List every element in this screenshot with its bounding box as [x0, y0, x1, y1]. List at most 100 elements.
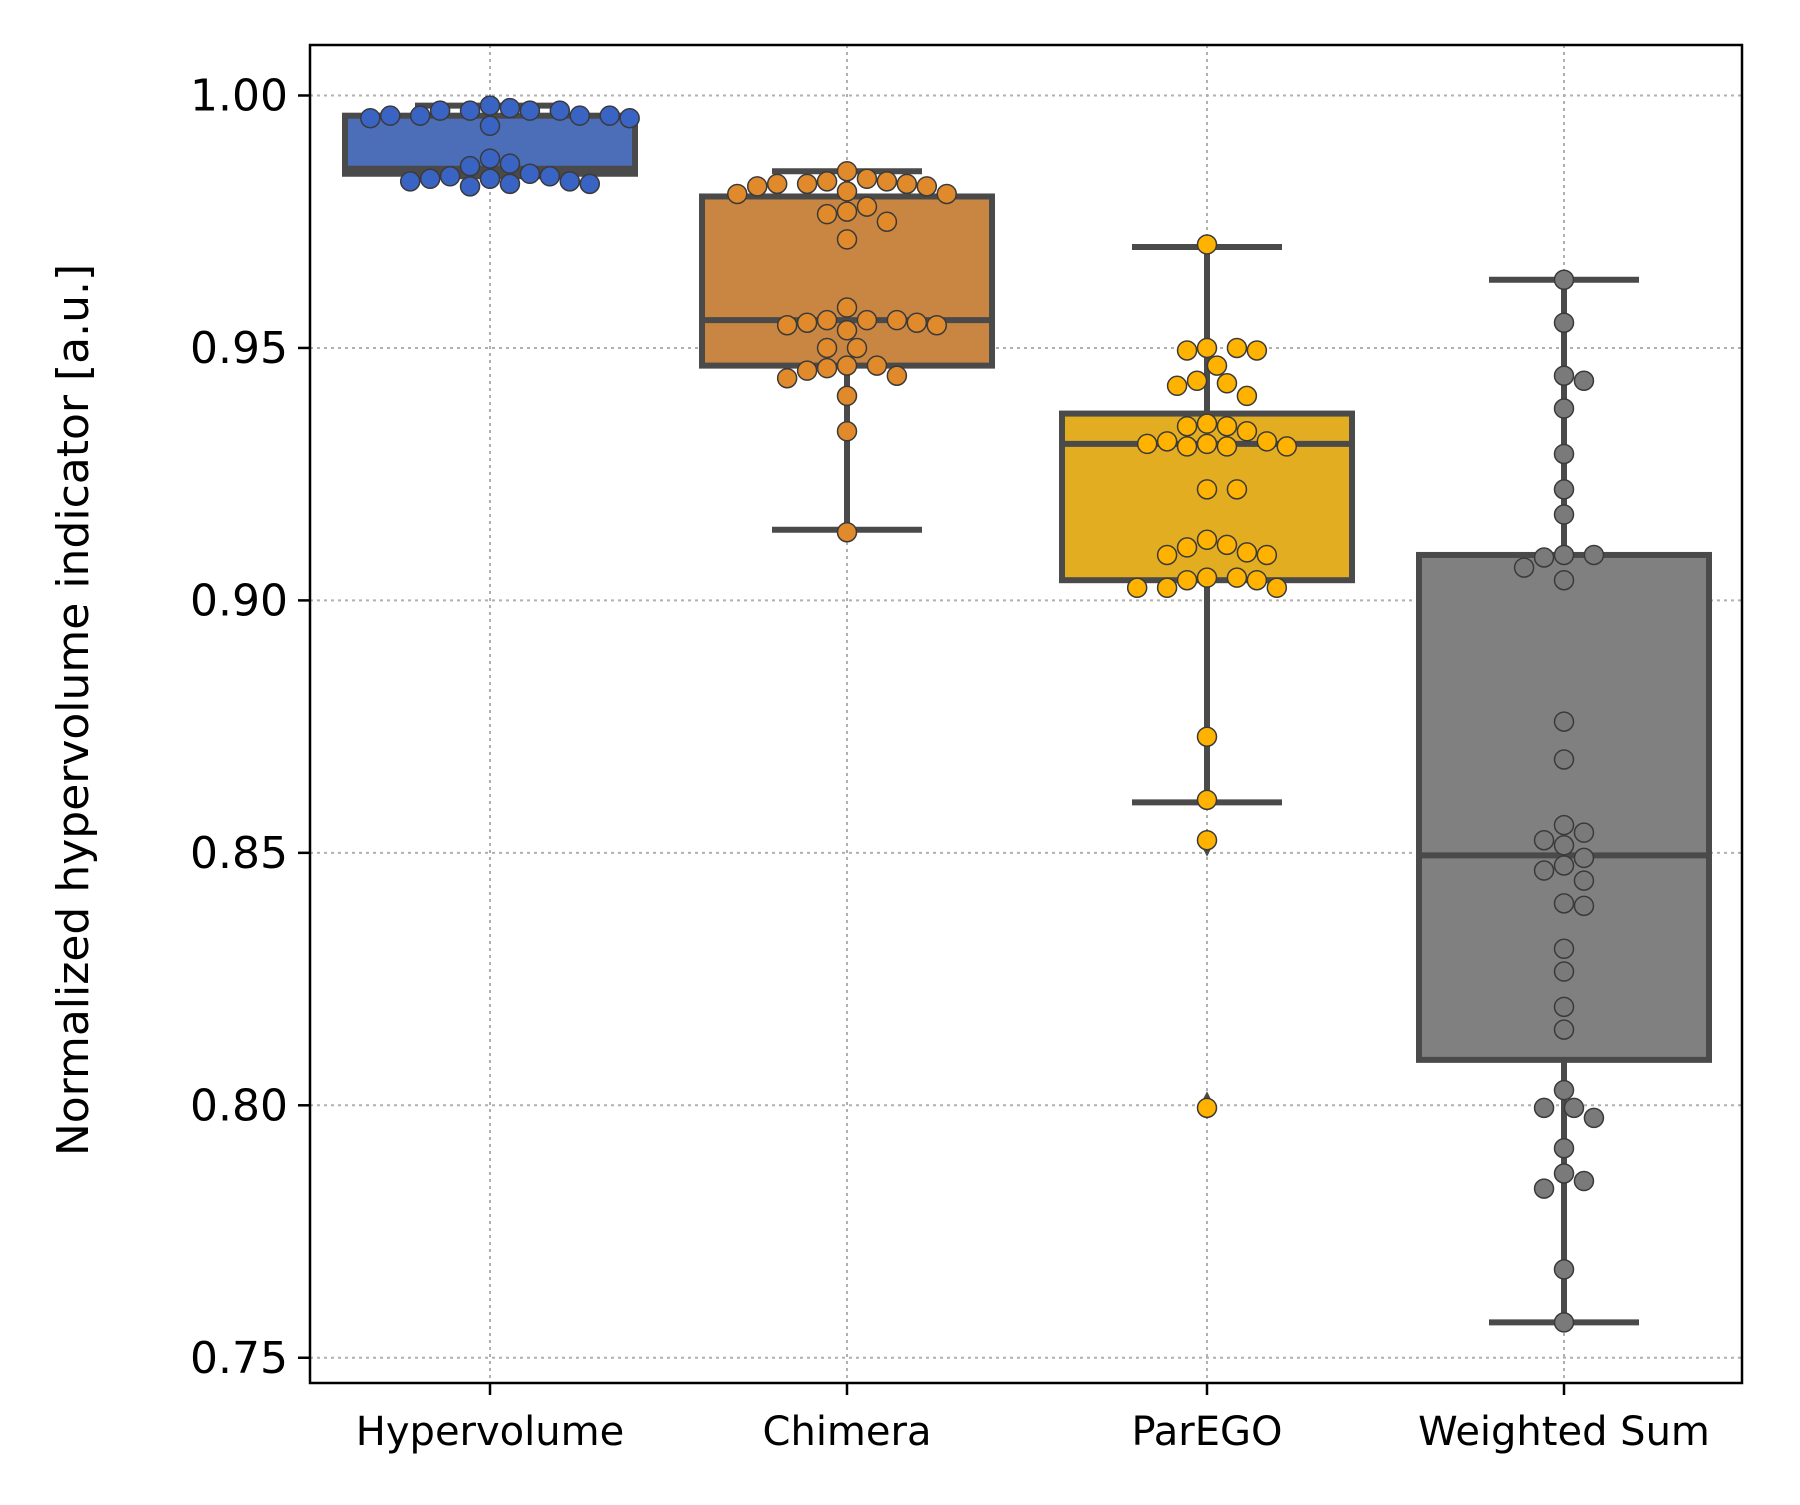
data-point: [1553, 569, 1575, 591]
data-point: [1553, 835, 1575, 856]
data-point: [1196, 567, 1218, 588]
data-point: [539, 166, 561, 187]
data-point: [1533, 547, 1555, 568]
data-point: [1533, 1178, 1555, 1199]
data-point: [1533, 860, 1555, 881]
data-point: [1236, 421, 1258, 442]
data-point: [1156, 577, 1178, 599]
data-point: [1226, 567, 1248, 588]
data-point: [836, 229, 858, 250]
data-point: [796, 173, 818, 195]
data-point: [1186, 370, 1208, 392]
data-point: [816, 309, 838, 331]
data-point: [439, 166, 461, 187]
data-point: [1246, 340, 1268, 361]
data-point: [1553, 443, 1575, 465]
data-point: [459, 155, 481, 177]
x-tick-label: Hypervolume: [356, 1409, 624, 1455]
data-point: [816, 171, 838, 192]
data-point: [746, 176, 768, 197]
data-point: [1196, 413, 1218, 434]
data-point: [499, 173, 521, 195]
data-point: [796, 312, 818, 333]
plot-frame: [308, 43, 1744, 1385]
data-point: [360, 107, 381, 129]
data-point: [916, 176, 938, 197]
data-point: [479, 148, 501, 169]
data-point: [519, 163, 541, 185]
data-point: [1553, 814, 1575, 836]
data-point: [1583, 544, 1605, 566]
data-point: [1553, 544, 1575, 566]
data-point: [1196, 337, 1218, 359]
data-point: [766, 173, 788, 195]
swarm-points: [360, 95, 1605, 1333]
data-point: [499, 97, 521, 119]
data-point: [1583, 1107, 1605, 1129]
y-tick-label: 0.80: [190, 1080, 288, 1131]
data-point: [1553, 398, 1575, 419]
data-point: [1236, 542, 1258, 563]
data-point: [1553, 1019, 1575, 1040]
data-point: [816, 203, 838, 225]
data-point: [886, 365, 908, 386]
y-tick-label: 0.90: [190, 575, 288, 626]
data-point: [1563, 1097, 1585, 1119]
data-point: [569, 105, 591, 126]
data-point: [1216, 415, 1238, 437]
data-point: [419, 168, 441, 190]
data-point: [727, 183, 748, 205]
data-point: [1196, 726, 1218, 747]
data-point: [409, 105, 431, 126]
data-point: [1553, 504, 1575, 525]
data-point: [936, 183, 957, 205]
data-point: [856, 168, 878, 190]
data-point: [1256, 544, 1278, 566]
data-point: [549, 100, 571, 121]
data-point: [1553, 365, 1575, 386]
data-point: [1553, 749, 1575, 770]
data-point: [399, 171, 421, 192]
data-point: [1573, 370, 1595, 392]
box-group-chimera: [699, 168, 995, 533]
data-point: [776, 314, 798, 336]
data-point: [836, 201, 858, 222]
data-point: [1166, 375, 1188, 397]
data-point: [836, 297, 858, 318]
data-point: [1126, 577, 1148, 599]
data-point: [1553, 479, 1575, 500]
data-point: [1256, 431, 1278, 452]
data-point: [1226, 479, 1248, 500]
data-point: [836, 160, 858, 182]
data-point: [619, 107, 640, 129]
data-point: [836, 355, 858, 376]
data-point: [1553, 996, 1575, 1018]
data-point: [836, 385, 858, 407]
data-point: [1226, 337, 1248, 359]
data-point: [1176, 537, 1198, 558]
data-point: [479, 168, 501, 190]
data-point: [599, 105, 620, 126]
data-point: [1573, 1170, 1595, 1192]
data-point: [856, 196, 878, 217]
data-point: [1196, 789, 1218, 811]
box-group-weighted-sum: [1416, 276, 1712, 1326]
data-point: [886, 309, 908, 331]
data-point: [1553, 1312, 1575, 1333]
y-tick-label: 0.85: [190, 828, 288, 879]
data-point: [1553, 312, 1575, 333]
data-point: [1176, 436, 1198, 457]
data-point: [1573, 822, 1595, 843]
x-tick-label: ParEGO: [1131, 1409, 1282, 1455]
data-point: [1246, 569, 1268, 591]
data-point: [1533, 1097, 1555, 1119]
y-tick-label: 0.75: [190, 1333, 288, 1384]
data-point: [1156, 544, 1178, 566]
data-point: [1196, 433, 1218, 455]
data-point: [1553, 1259, 1575, 1280]
data-point: [1216, 373, 1238, 394]
data-point: [836, 320, 858, 341]
data-point: [926, 314, 948, 336]
data-point: [1553, 961, 1575, 982]
